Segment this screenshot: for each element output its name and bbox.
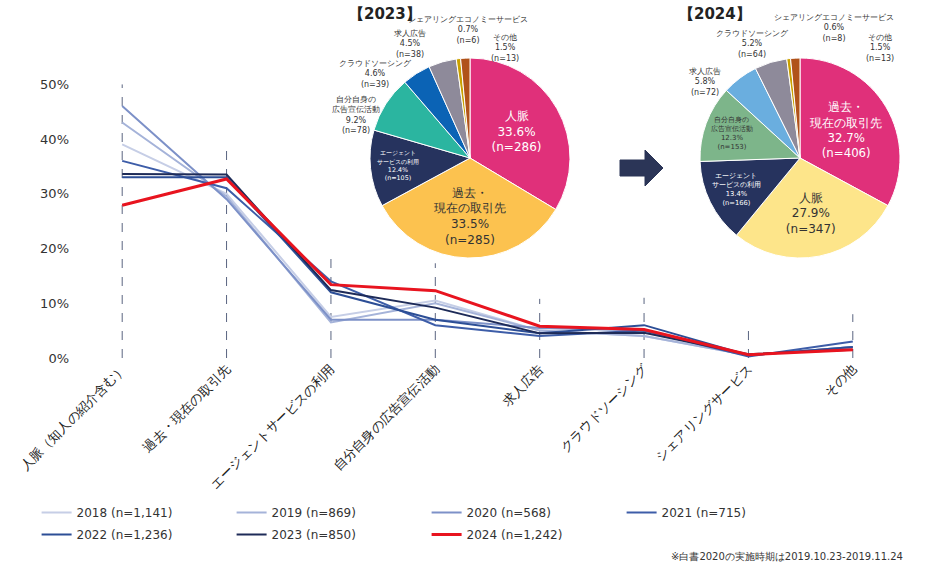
svg-text:その他1.5%(n=13): その他1.5%(n=13) [491,33,519,63]
svg-text:シェアリングエコノミーサービス0.7%(n=6): シェアリングエコノミーサービス0.7%(n=6) [408,15,528,45]
svg-text:自分自身の広告宣伝活動: 自分自身の広告宣伝活動 [330,362,442,474]
svg-text:自分自身の広告宣伝活動9.2%(n=78): 自分自身の広告宣伝活動9.2%(n=78) [332,95,380,135]
svg-text:人脈27.9%(n=347): 人脈27.9%(n=347) [786,191,836,236]
svg-text:求人広告5.8%(n=72): 求人広告5.8%(n=72) [689,67,721,97]
svg-text:その他: その他 [821,362,859,400]
svg-text:過去・現在の取引先32.7%(n=406): 過去・現在の取引先32.7%(n=406) [810,100,882,160]
svg-text:クラウドソーシング: クラウドソーシング [557,361,651,455]
svg-text:過去・現在の取引先33.5%(n=285): 過去・現在の取引先33.5%(n=285) [434,186,506,247]
svg-text:0%: 0% [48,351,69,366]
svg-text:求人広告: 求人広告 [499,362,546,409]
svg-text:エージェントサービスの利用12.4%(n=105): エージェントサービスの利用12.4%(n=105) [377,149,419,182]
svg-text:エージェントサービスの利用13.4%(n=166): エージェントサービスの利用13.4%(n=166) [712,172,761,206]
svg-text:クラウドソーシング4.6%(n=39): クラウドソーシング4.6%(n=39) [339,59,412,89]
svg-text:過去・現在の取引先: 過去・現在の取引先 [140,362,233,455]
svg-text:自分自身の広告宣伝活動12.3%(n=153): 自分自身の広告宣伝活動12.3%(n=153) [711,116,753,151]
svg-text:50%: 50% [40,77,69,92]
svg-text:2018 (n=1,141): 2018 (n=1,141) [77,506,173,520]
svg-text:2020 (n=568): 2020 (n=568) [467,506,551,520]
svg-text:【2024】: 【2024】 [679,5,751,23]
svg-text:シェアリングエコノミーサービス0.6%(n=8): シェアリングエコノミーサービス0.6%(n=8) [774,13,894,43]
svg-text:2019 (n=869): 2019 (n=869) [272,506,356,520]
svg-text:40%: 40% [40,132,69,147]
svg-text:シェアリングサービス: シェアリングサービス [653,362,756,465]
svg-text:エージェントサービスの利用: エージェントサービスの利用 [208,362,338,492]
svg-text:10%: 10% [40,296,69,311]
svg-text:クラウドソーシング5.2%(n=64): クラウドソーシング5.2%(n=64) [716,29,789,59]
svg-text:30%: 30% [40,186,69,201]
svg-text:人脈（知人の紹介含む）: 人脈（知人の紹介含む） [17,362,129,474]
svg-text:20%: 20% [40,241,69,256]
svg-text:人脈33.6%(n=286): 人脈33.6%(n=286) [492,109,542,154]
svg-text:2022 (n=1,236): 2022 (n=1,236) [77,528,173,542]
svg-text:※白書2020の実施時期は2019.10.23-2019.1: ※白書2020の実施時期は2019.10.23-2019.11.24 [671,551,903,562]
svg-text:【2023】: 【2023】 [349,5,421,23]
svg-text:2021 (n=715): 2021 (n=715) [662,506,746,520]
svg-text:2023 (n=850): 2023 (n=850) [272,528,356,542]
svg-text:その他1.5%(n=13): その他1.5%(n=13) [866,33,894,63]
svg-text:求人広告4.5%(n=38): 求人広告4.5%(n=38) [394,29,426,59]
svg-text:2024 (n=1,242): 2024 (n=1,242) [467,528,563,542]
